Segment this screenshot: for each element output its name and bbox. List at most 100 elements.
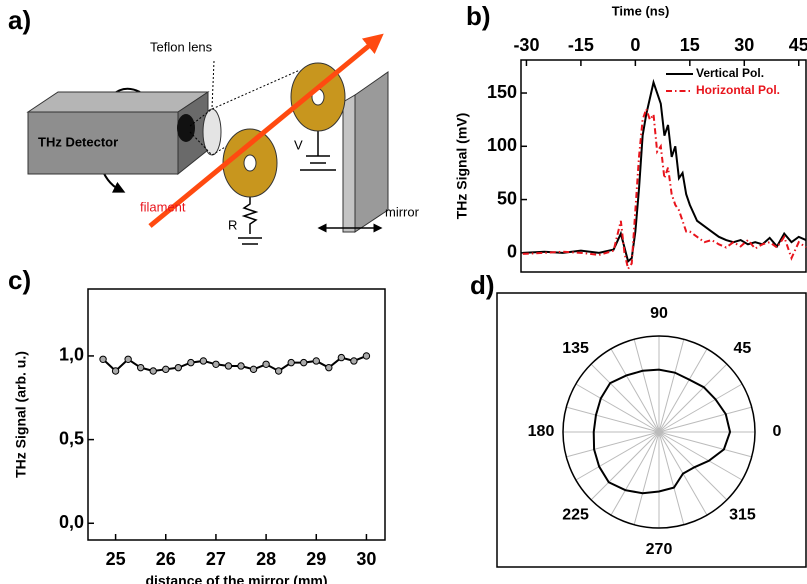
data-point: [337, 353, 346, 362]
panel-label: d): [470, 270, 495, 300]
plot-frame: [520, 59, 807, 273]
data-point: [350, 357, 358, 365]
filament: [148, 33, 384, 228]
x-tick-label: 45: [789, 35, 807, 55]
grid-spoke: [633, 339, 660, 433]
filament-label: filament: [140, 199, 186, 214]
theta-tick-label: 90: [650, 305, 668, 322]
x-tick-label: 30: [734, 35, 754, 55]
polar-frame: [562, 335, 756, 529]
theta-tick-label: 135: [562, 340, 589, 357]
x-tick-label: 30: [356, 549, 376, 569]
x-axis-label: distance of the mirror (mm): [145, 573, 327, 584]
data-point: [212, 360, 220, 368]
data-point: [149, 367, 157, 375]
electrode-hole: [243, 154, 257, 172]
data-line: [522, 105, 807, 272]
data-point: [287, 358, 295, 367]
theta-tick-label: 225: [562, 507, 589, 524]
mirror-face: [354, 71, 389, 233]
x-tick-label: 25: [106, 549, 126, 569]
data-point: [224, 362, 233, 370]
data-point: [124, 355, 132, 363]
grid-spoke: [658, 431, 685, 525]
theta-tick-label: 0: [773, 423, 782, 440]
grid-spoke: [658, 348, 708, 433]
data-line: [522, 78, 807, 264]
x-tick-label: -30: [513, 35, 539, 55]
grid-spoke: [658, 339, 685, 433]
grid-spoke: [566, 406, 660, 433]
data-point: [312, 357, 320, 365]
grid-spoke: [658, 431, 728, 501]
data-point: [262, 360, 270, 368]
grid-spoke: [575, 383, 660, 433]
diagram: a) THz Detector Teflon lens V mirror R f…: [8, 5, 420, 245]
plot-frame: [496, 292, 807, 568]
y-tick-label: 0,5: [59, 428, 84, 448]
voltage-label: V: [294, 137, 303, 152]
resistor-label: R: [228, 217, 237, 232]
grid-spoke: [658, 363, 728, 433]
detector-label: THz Detector: [38, 134, 118, 149]
x-tick-label: 15: [680, 35, 700, 55]
data-point: [362, 352, 371, 360]
lens: [202, 108, 222, 156]
grid-spoke: [575, 431, 660, 481]
y-tick-label: 0: [507, 242, 517, 262]
data-point: [174, 363, 183, 372]
panel-label: a): [8, 5, 31, 35]
grid-spoke: [658, 431, 752, 458]
mirror-label: mirror: [385, 204, 420, 219]
data-point: [325, 363, 333, 372]
theta-tick-label: 315: [729, 507, 756, 524]
data-point: [274, 367, 283, 375]
detector-top: [26, 91, 210, 113]
y-tick-label: 1,0: [59, 345, 84, 365]
panel-label: b): [466, 1, 491, 31]
theta-tick-label: 270: [646, 541, 673, 558]
resistor: [238, 196, 262, 245]
mirror-side: [342, 94, 356, 233]
grid-spoke: [590, 363, 660, 433]
data-point: [199, 357, 208, 365]
theta-tick-label: 180: [528, 423, 555, 440]
data-line: [592, 368, 732, 495]
grid-spoke: [633, 431, 660, 525]
y-tick-label: 0,0: [59, 512, 84, 532]
detector-front: [27, 111, 179, 175]
data-point: [237, 362, 245, 370]
data-point: [111, 367, 120, 375]
grid-spoke: [610, 431, 660, 516]
panel-label: c): [8, 265, 31, 295]
x-axis-label: Time (ns): [612, 3, 670, 18]
ground: [300, 155, 336, 171]
data-point: [99, 355, 107, 363]
y-axis-label: THz Signal (arb. u.): [13, 351, 29, 478]
data-point: [249, 365, 258, 374]
y-tick-label: 100: [487, 135, 517, 155]
grid-spoke: [658, 431, 743, 481]
legend-label: Vertical Pol.: [696, 66, 764, 80]
y-tick-label: 150: [487, 82, 517, 102]
data-point: [187, 358, 195, 367]
x-tick-label: -15: [568, 35, 594, 55]
x-tick-label: 28: [256, 549, 276, 569]
grid-spoke: [658, 406, 752, 433]
plot-frame: [87, 288, 386, 541]
data-point: [300, 358, 308, 367]
x-tick-label: 27: [206, 549, 226, 569]
theta-tick-label: 45: [734, 340, 752, 357]
data-point: [136, 363, 145, 372]
data-line: [102, 355, 367, 373]
detector-nozzle: [177, 114, 195, 142]
legend-label: Horizontal Pol.: [696, 83, 780, 97]
y-axis-label: THz Signal (mV): [454, 113, 470, 220]
x-tick-label: 0: [630, 35, 640, 55]
x-tick-label: 29: [306, 549, 326, 569]
lens-label: Teflon lens: [150, 39, 213, 54]
grid-spoke: [658, 383, 743, 433]
x-tick-label: 26: [156, 549, 176, 569]
y-tick-label: 50: [497, 188, 517, 208]
